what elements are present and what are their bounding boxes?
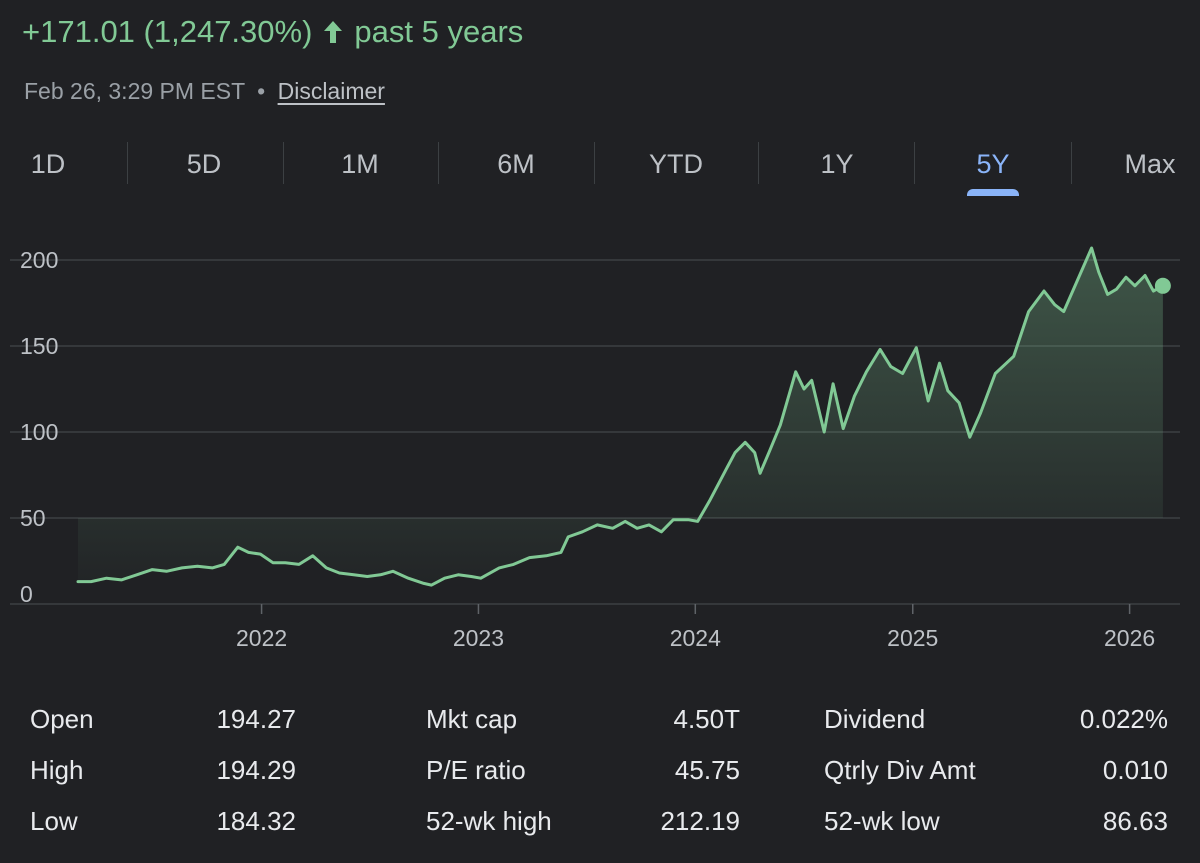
stat-label-52-wk-low: 52-wk low xyxy=(824,806,940,836)
tab-divider xyxy=(438,142,439,184)
stat-value-p-e-ratio: 45.75 xyxy=(674,755,740,785)
active-tab-indicator xyxy=(967,189,1019,196)
timestamp: Feb 26, 3:29 PM EST xyxy=(24,78,245,104)
price-change: +171.01 (1,247.30%) past 5 years xyxy=(22,14,523,50)
y-tick-label: 50 xyxy=(20,505,46,531)
price-line xyxy=(76,246,1165,587)
range-tab-max[interactable]: Max xyxy=(1124,149,1176,179)
x-tick-label: 2026 xyxy=(1104,625,1155,651)
y-tick-label: 100 xyxy=(20,419,58,445)
range-tab-1d[interactable]: 1D xyxy=(30,149,66,179)
range-tab-5d[interactable]: 5D xyxy=(186,149,222,179)
disclaimer-link[interactable]: Disclaimer xyxy=(277,78,385,104)
tab-divider xyxy=(594,142,595,184)
separator-dot: • xyxy=(257,78,266,104)
y-tick-label: 200 xyxy=(20,247,58,273)
stat-value-52-wk-low: 86.63 xyxy=(1102,806,1168,836)
range-tab-5y[interactable]: 5Y xyxy=(976,149,1010,179)
stat-value-dividend: 0.022% xyxy=(1079,704,1168,734)
stat-value-52-wk-high: 212.19 xyxy=(660,806,740,836)
tab-divider xyxy=(1071,142,1072,184)
stat-value-qtrly-div-amt: 0.010 xyxy=(1102,755,1168,785)
current-price-dot xyxy=(1154,277,1171,294)
tab-divider xyxy=(283,142,284,184)
x-tick-label: 2022 xyxy=(236,625,287,651)
stat-label-low: Low xyxy=(30,806,78,836)
stat-label-mkt-cap: Mkt cap xyxy=(426,704,518,734)
range-tab-ytd[interactable]: YTD xyxy=(649,149,703,179)
x-tick-label: 2024 xyxy=(670,625,721,651)
arrow-up-icon xyxy=(324,21,343,43)
range-tab-1y[interactable]: 1Y xyxy=(820,149,854,179)
range-tabs: 1D 5D 1M 6M YTD 1Y 5Y Max xyxy=(0,136,1200,198)
tab-divider xyxy=(758,142,759,184)
stat-value-high: 194.29 xyxy=(216,755,296,785)
x-tick-label: 2023 xyxy=(453,625,504,651)
change-value: +171.01 (1,247.30%) xyxy=(22,14,313,49)
stat-label-high: High xyxy=(30,755,84,785)
stat-value-mkt-cap: 4.50T xyxy=(673,704,741,734)
tab-divider xyxy=(914,142,915,184)
y-tick-label: 150 xyxy=(20,333,58,359)
x-tick-label: 2025 xyxy=(887,625,938,651)
range-tab-6m[interactable]: 6M xyxy=(497,149,535,179)
stat-value-low: 184.32 xyxy=(216,806,296,836)
period-label: past 5 years xyxy=(354,14,524,49)
price-area xyxy=(78,248,1163,586)
stat-value-open: 194.27 xyxy=(216,704,296,734)
stat-label-qtrly-div-amt: Qtrly Div Amt xyxy=(824,755,976,785)
price-chart: 0 50 100 150 200 2022 2023 2024 2025 2026 xyxy=(10,246,1180,651)
y-tick-label: 0 xyxy=(20,581,33,607)
stat-label-52-wk-high: 52-wk high xyxy=(426,806,552,836)
stats-table: Open 194.27 High 194.29 Low 184.32 Mkt cap 4.50… xyxy=(0,698,1200,848)
timestamp-row: Feb 26, 3:29 PM EST • Disclaimer xyxy=(24,78,385,105)
stat-label-p-e-ratio: P/E ratio xyxy=(426,755,526,785)
stat-label-dividend: Dividend xyxy=(824,704,926,734)
tab-divider xyxy=(127,142,128,184)
stat-label-open: Open xyxy=(30,704,94,734)
range-tab-1m[interactable]: 1M xyxy=(341,149,379,179)
